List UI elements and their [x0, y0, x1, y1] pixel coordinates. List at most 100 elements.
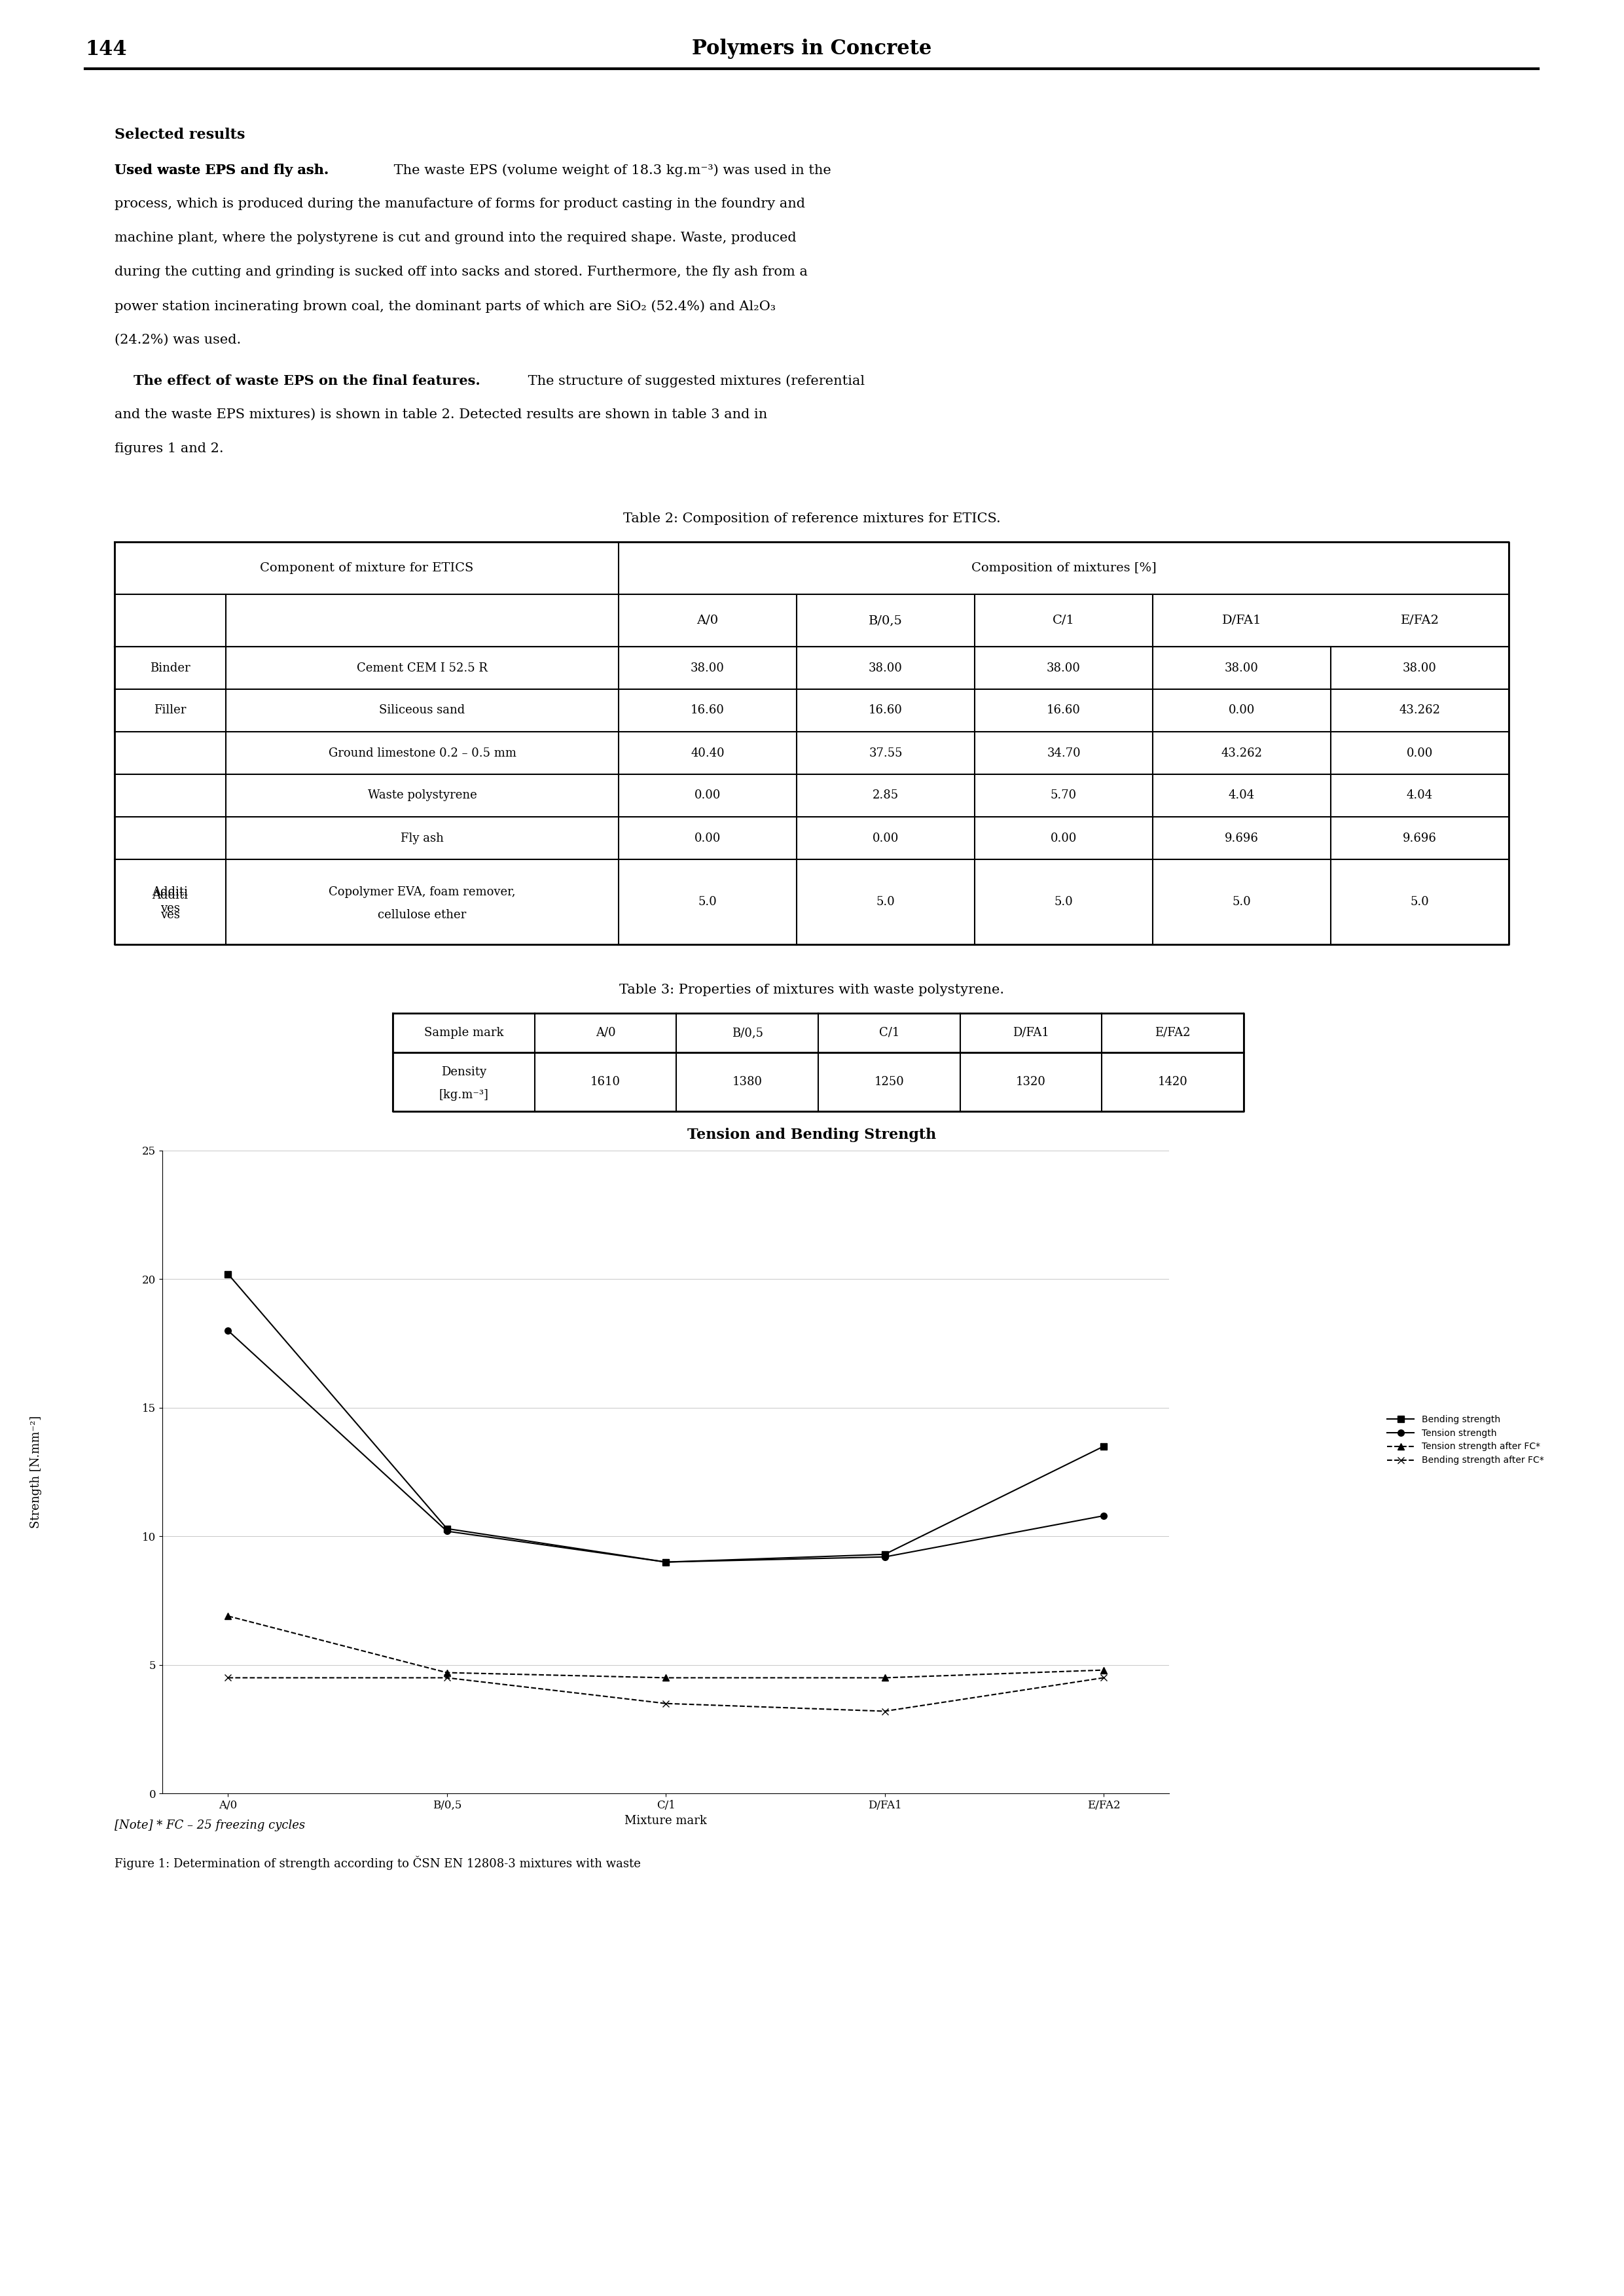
Text: Binder: Binder: [149, 661, 190, 673]
Text: B/0,5: B/0,5: [869, 615, 903, 627]
Tension strength: [437, 1518, 456, 1545]
Text: Filler: Filler: [154, 705, 187, 716]
Text: Polymers in Concrete: Polymers in Concrete: [692, 39, 932, 60]
Text: A/0: A/0: [596, 1026, 615, 1038]
Text: 0.00: 0.00: [1228, 705, 1255, 716]
Text: 1380: 1380: [732, 1077, 762, 1088]
Bending strength after FC*: [656, 1690, 676, 1717]
Line: Tension strength after FC*: Tension strength after FC*: [224, 1612, 1108, 1681]
Text: 38.00: 38.00: [690, 661, 724, 673]
Text: 16.60: 16.60: [690, 705, 724, 716]
Text: 37.55: 37.55: [869, 746, 903, 760]
Text: 9.696: 9.696: [1224, 831, 1259, 845]
Text: 1420: 1420: [1158, 1077, 1187, 1088]
Text: 34.70: 34.70: [1047, 746, 1080, 760]
Bending strength: [875, 1541, 895, 1568]
Text: 16.60: 16.60: [869, 705, 903, 716]
Text: [Note] * FC – 25 freezing cycles: [Note] * FC – 25 freezing cycles: [115, 1821, 305, 1832]
Bending strength after FC*: [875, 1697, 895, 1724]
Text: E/FA2: E/FA2: [1155, 1026, 1190, 1038]
Text: Table 2: Composition of reference mixtures for ETICS.: Table 2: Composition of reference mixtur…: [624, 512, 1000, 526]
Text: 43.262: 43.262: [1221, 746, 1262, 760]
Text: 0.00: 0.00: [695, 831, 721, 845]
Text: The structure of suggested mixtures (referential: The structure of suggested mixtures (ref…: [523, 374, 864, 388]
Legend: Bending strength, Tension strength, Tension strength after FC*, Bending strength: Bending strength, Tension strength, Tens…: [1384, 1412, 1548, 1469]
Y-axis label: Strength [N.mm⁻²]: Strength [N.mm⁻²]: [29, 1417, 42, 1529]
Text: C/1: C/1: [879, 1026, 900, 1038]
Bending strength after FC*: [218, 1665, 237, 1692]
Text: 4.04: 4.04: [1229, 790, 1255, 801]
Text: 5.70: 5.70: [1051, 790, 1077, 801]
Text: cellulose ether: cellulose ether: [378, 909, 466, 921]
Text: during the cutting and grinding is sucked off into sacks and stored. Furthermore: during the cutting and grinding is sucke…: [115, 266, 807, 278]
Bending strength: [656, 1548, 676, 1575]
Text: 5.0: 5.0: [1233, 895, 1250, 907]
Text: process, which is produced during the manufacture of forms for product casting i: process, which is produced during the ma…: [115, 197, 806, 211]
Text: 43.262: 43.262: [1400, 705, 1440, 716]
Text: (24.2%) was used.: (24.2%) was used.: [115, 333, 240, 347]
Text: 38.00: 38.00: [1224, 661, 1259, 673]
Text: ves: ves: [161, 909, 180, 921]
Text: 0.00: 0.00: [1406, 746, 1432, 760]
Text: 38.00: 38.00: [1403, 661, 1437, 673]
Bending strength after FC*: [1095, 1665, 1114, 1692]
Text: Component of mixture for ETICS: Component of mixture for ETICS: [260, 563, 473, 574]
Bending strength: [437, 1515, 456, 1543]
Line: Bending strength: Bending strength: [224, 1272, 1108, 1566]
Text: Siliceous sand: Siliceous sand: [380, 705, 464, 716]
Text: Composition of mixtures [%]: Composition of mixtures [%]: [971, 563, 1156, 574]
Text: 5.0: 5.0: [877, 895, 895, 907]
Text: Ground limestone 0.2 – 0.5 mm: Ground limestone 0.2 – 0.5 mm: [328, 746, 516, 760]
Text: Density: Density: [442, 1065, 486, 1077]
Text: 5.0: 5.0: [698, 895, 718, 907]
Tension strength after FC*: [1095, 1655, 1114, 1683]
Text: Selected results: Selected results: [115, 129, 245, 142]
Text: Sample mark: Sample mark: [424, 1026, 503, 1038]
Text: 5.0: 5.0: [1054, 895, 1073, 907]
Line: Bending strength after FC*: Bending strength after FC*: [224, 1674, 1108, 1715]
Line: Tension strength: Tension strength: [224, 1327, 1108, 1566]
Tension strength: [656, 1548, 676, 1575]
Text: Figure 1: Determination of strength according to ČSN EN 12808-3 mixtures with wa: Figure 1: Determination of strength acco…: [115, 1855, 641, 1869]
Text: 144: 144: [84, 39, 127, 60]
Text: machine plant, where the polystyrene is cut and ground into the required shape. : machine plant, where the polystyrene is …: [115, 232, 796, 243]
Text: figures 1 and 2.: figures 1 and 2.: [115, 443, 224, 455]
Text: 5.0: 5.0: [1410, 895, 1429, 907]
Text: A/0: A/0: [697, 615, 718, 627]
Text: 0.00: 0.00: [695, 790, 721, 801]
Text: C/1: C/1: [1052, 615, 1075, 627]
Tension strength after FC*: [656, 1665, 676, 1692]
Tension strength after FC*: [437, 1660, 456, 1688]
Tension strength: [1095, 1502, 1114, 1529]
Text: Waste polystyrene: Waste polystyrene: [367, 790, 477, 801]
Bending strength: [218, 1261, 237, 1288]
Text: D/FA1: D/FA1: [1221, 615, 1262, 627]
Text: and the waste EPS mixtures) is shown in table 2. Detected results are shown in t: and the waste EPS mixtures) is shown in …: [115, 409, 767, 420]
Bending strength after FC*: [437, 1665, 456, 1692]
Text: 4.04: 4.04: [1406, 790, 1432, 801]
Text: E/FA2: E/FA2: [1400, 615, 1439, 627]
Text: 2.85: 2.85: [872, 790, 898, 801]
Text: 0.00: 0.00: [872, 831, 898, 845]
Text: Fly ash: Fly ash: [401, 831, 443, 845]
Tension strength: [875, 1543, 895, 1570]
Text: 16.60: 16.60: [1047, 705, 1080, 716]
Text: 1250: 1250: [874, 1077, 905, 1088]
Text: Additi: Additi: [153, 886, 188, 898]
X-axis label: Mixture mark: Mixture mark: [625, 1814, 706, 1825]
Text: Tension and Bending Strength: Tension and Bending Strength: [687, 1127, 935, 1141]
Text: The effect of waste EPS on the final features.: The effect of waste EPS on the final fea…: [115, 374, 481, 388]
Text: [kg.m⁻³]: [kg.m⁻³]: [438, 1088, 489, 1100]
Bending strength: [1095, 1433, 1114, 1460]
Text: 9.696: 9.696: [1403, 831, 1437, 845]
Text: Copolymer EVA, foam remover,: Copolymer EVA, foam remover,: [328, 886, 516, 898]
Text: 38.00: 38.00: [869, 661, 903, 673]
Text: 0.00: 0.00: [1051, 831, 1077, 845]
Tension strength after FC*: [875, 1665, 895, 1692]
Text: D/FA1: D/FA1: [1013, 1026, 1049, 1038]
Text: power station incinerating brown coal, the dominant parts of which are SiO₂ (52.: power station incinerating brown coal, t…: [115, 301, 776, 312]
Tension strength after FC*: [218, 1603, 237, 1630]
Text: 40.40: 40.40: [690, 746, 724, 760]
Text: 38.00: 38.00: [1047, 661, 1080, 673]
Text: 1610: 1610: [591, 1077, 620, 1088]
